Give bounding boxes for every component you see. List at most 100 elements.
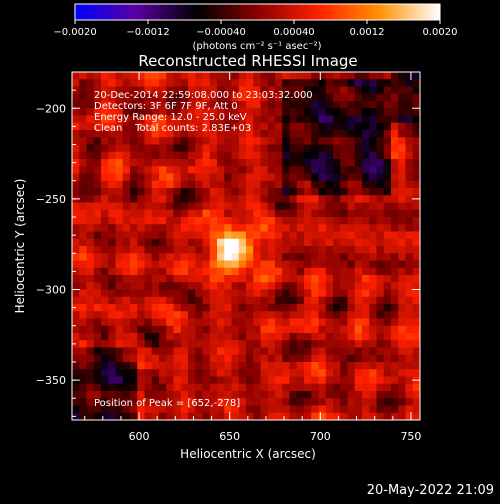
heatmap-cell xyxy=(93,209,102,218)
heatmap-cell xyxy=(93,398,102,406)
heatmap-cell xyxy=(289,86,298,95)
heatmap-cell xyxy=(405,137,414,145)
heatmap-cell xyxy=(93,122,102,131)
heatmap-cell xyxy=(159,101,167,109)
heatmap-cell xyxy=(72,188,80,196)
heatmap-cell xyxy=(267,267,276,276)
heatmap-cell xyxy=(130,130,138,138)
heatmap-cell xyxy=(217,108,225,116)
heatmap-cell xyxy=(108,144,116,153)
heatmap-cell xyxy=(362,79,370,87)
heatmap-cell xyxy=(333,267,341,276)
heatmap-cell xyxy=(391,246,399,254)
heatmap-cell xyxy=(101,93,109,102)
heatmap-cell xyxy=(325,101,334,109)
heatmap-cell xyxy=(318,412,327,420)
heatmap-cell xyxy=(340,282,348,290)
heatmap-cell xyxy=(340,137,348,145)
heatmap-cell xyxy=(130,188,138,196)
heatmap-cell xyxy=(93,354,102,363)
heatmap-cell xyxy=(173,362,182,370)
heatmap-cell xyxy=(224,86,232,95)
heatmap-cell xyxy=(391,224,399,232)
heatmap-cell xyxy=(231,122,240,131)
heatmap-cell xyxy=(391,267,399,276)
heatmap-cell xyxy=(376,398,385,406)
heatmap-cell xyxy=(354,180,363,189)
heatmap-cell xyxy=(231,275,240,283)
heatmap-cell xyxy=(369,86,377,95)
heatmap-cell xyxy=(144,217,153,225)
heatmap-cell xyxy=(354,144,363,153)
heatmap-cell xyxy=(246,180,254,189)
heatmap-cell xyxy=(311,362,319,370)
heatmap-cell xyxy=(267,202,276,211)
heatmap-cell xyxy=(282,325,290,334)
heatmap-cell xyxy=(93,267,102,276)
heatmap-cell xyxy=(115,376,124,385)
heatmap-cell xyxy=(412,93,420,102)
heatmap-cell xyxy=(405,93,414,102)
heatmap-cell xyxy=(224,159,232,167)
heatmap-cell xyxy=(137,296,145,305)
heatmap-cell xyxy=(275,79,283,87)
heatmap-cell xyxy=(224,151,232,160)
heatmap-cell xyxy=(340,86,348,95)
heatmap-cell xyxy=(166,72,174,80)
heatmap-cell xyxy=(93,93,102,102)
heatmap-cell xyxy=(354,188,363,196)
heatmap-cell xyxy=(115,217,124,225)
heatmap-cell xyxy=(151,217,160,225)
heatmap-cell xyxy=(296,72,305,80)
heatmap-cell xyxy=(180,224,189,232)
heatmap-cell xyxy=(195,383,203,392)
heatmap-cell xyxy=(369,151,377,160)
heatmap-cell xyxy=(86,369,95,377)
heatmap-cell xyxy=(412,130,420,138)
heatmap-cell xyxy=(79,369,87,377)
heatmap-cell xyxy=(246,188,254,196)
heatmap-cell xyxy=(282,151,290,160)
heatmap-cell xyxy=(137,318,145,327)
heatmap-cell xyxy=(144,195,153,203)
heatmap-cell xyxy=(354,282,363,290)
heatmap-cell xyxy=(238,267,247,276)
heatmap-cell xyxy=(224,260,232,269)
heatmap-cell xyxy=(354,304,363,312)
heatmap-cell xyxy=(180,412,189,420)
heatmap-cell xyxy=(202,369,211,377)
heatmap-cell xyxy=(188,108,196,116)
heatmap-cell xyxy=(130,398,138,406)
heatmap-cell xyxy=(412,151,420,160)
heatmap-cell xyxy=(304,412,312,420)
heatmap-cell xyxy=(289,166,298,174)
heatmap-cell xyxy=(267,231,276,240)
heatmap-cell xyxy=(253,333,261,341)
heatmap-cell xyxy=(151,224,160,232)
heatmap-cell xyxy=(267,383,276,392)
heatmap-cell xyxy=(231,195,240,203)
heatmap-cell xyxy=(282,362,290,370)
heatmap-cell xyxy=(238,238,247,247)
heatmap-cell xyxy=(195,79,203,87)
heatmap-cell xyxy=(405,151,414,160)
heatmap-cell xyxy=(376,362,385,370)
heatmap-cell xyxy=(333,362,341,370)
heatmap-cell xyxy=(260,224,269,232)
heatmap-cell xyxy=(260,238,269,247)
heatmap-cell xyxy=(173,398,182,406)
heatmap-cell xyxy=(159,188,167,196)
heatmap-cell xyxy=(376,311,385,319)
colorbar-tick-label: 0.0020 xyxy=(423,27,458,38)
heatmap-cell xyxy=(101,296,109,305)
heatmap-cell xyxy=(180,296,189,305)
heatmap-cell xyxy=(180,275,189,283)
heatmap-cell xyxy=(180,398,189,406)
heatmap-cell xyxy=(195,115,203,124)
heatmap-cell xyxy=(267,180,276,189)
heatmap-cell xyxy=(108,195,116,203)
heatmap-cell xyxy=(159,115,167,124)
heatmap-cell xyxy=(267,398,276,406)
heatmap-cell xyxy=(347,79,356,87)
heatmap-cell xyxy=(333,86,341,95)
